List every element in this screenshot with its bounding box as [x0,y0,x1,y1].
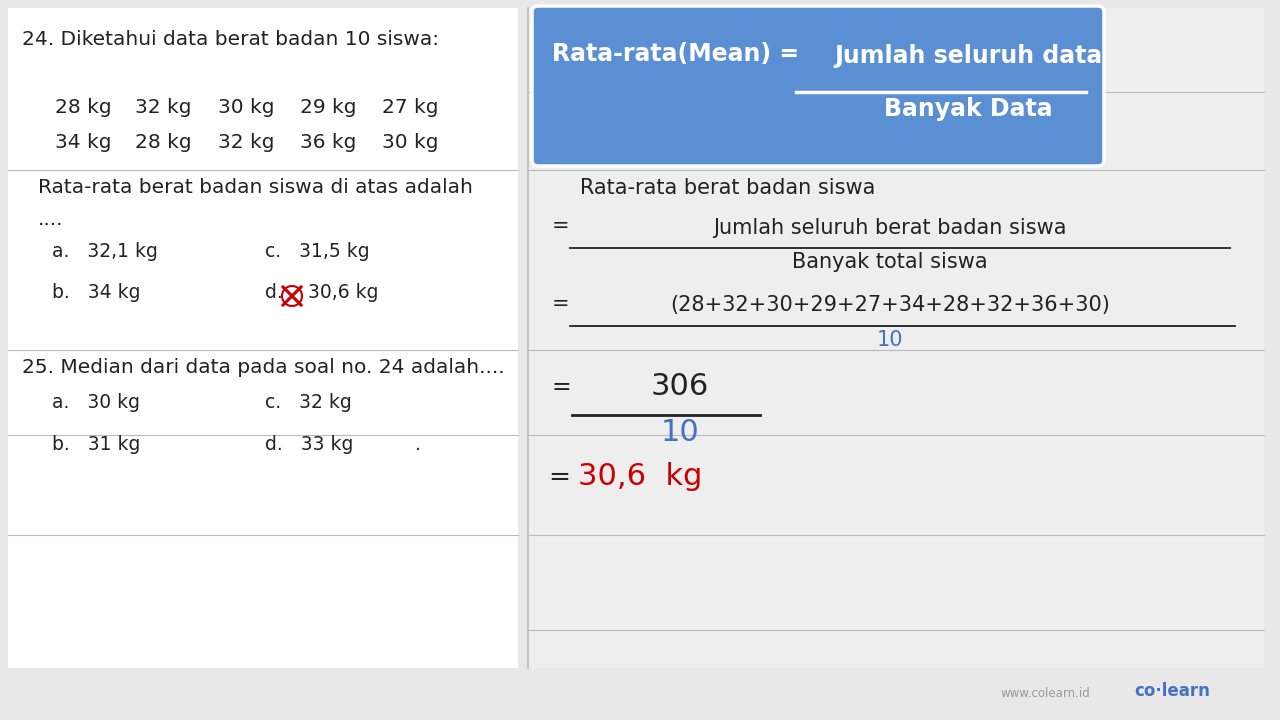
Text: .: . [415,435,421,454]
Text: b.   31 kg: b. 31 kg [52,435,141,454]
Text: ....: .... [38,210,64,229]
Text: 10: 10 [660,418,699,447]
Text: b.   34 kg: b. 34 kg [52,283,141,302]
Text: 28 kg: 28 kg [55,98,111,117]
Text: 34 kg: 34 kg [55,133,111,152]
FancyBboxPatch shape [529,8,1265,668]
Text: 30 kg: 30 kg [218,98,274,117]
Text: =: = [552,375,572,399]
Text: (28+32+30+29+27+34+28+32+36+30): (28+32+30+29+27+34+28+32+36+30) [669,295,1110,315]
FancyBboxPatch shape [532,6,1103,166]
Text: d.: d. [265,283,283,302]
Text: Jumlah seluruh data: Jumlah seluruh data [833,44,1102,68]
Text: c.   32 kg: c. 32 kg [265,393,352,412]
Text: Jumlah seluruh berat badan siswa: Jumlah seluruh berat badan siswa [713,218,1066,238]
Text: 30 kg: 30 kg [381,133,439,152]
Text: Rata-rata(Mean) =: Rata-rata(Mean) = [552,42,808,66]
Text: Banyak Data: Banyak Data [883,97,1052,121]
Text: 32 kg: 32 kg [134,98,192,117]
Text: =: = [552,216,570,236]
Text: 27 kg: 27 kg [381,98,439,117]
FancyBboxPatch shape [8,8,518,668]
Text: 30,6 kg: 30,6 kg [308,283,379,302]
Text: 29 kg: 29 kg [300,98,357,117]
Text: =: = [552,294,570,314]
Text: a.   30 kg: a. 30 kg [52,393,140,412]
Text: 10: 10 [877,330,904,350]
Text: 24. Diketahui data berat badan 10 siswa:: 24. Diketahui data berat badan 10 siswa: [22,30,439,49]
Text: 28 kg: 28 kg [134,133,192,152]
Text: d.   33 kg: d. 33 kg [265,435,353,454]
Text: 36 kg: 36 kg [300,133,356,152]
Text: 25. Median dari data pada soal no. 24 adalah....: 25. Median dari data pada soal no. 24 ad… [22,358,504,377]
Text: 30,6  kg: 30,6 kg [579,462,703,491]
Text: =: = [548,465,570,491]
Text: www.colearn.id: www.colearn.id [1000,687,1091,700]
Text: Banyak total siswa: Banyak total siswa [792,252,988,272]
Text: 32 kg: 32 kg [218,133,274,152]
Text: co·learn: co·learn [1134,682,1210,700]
Text: a.   32,1 kg: a. 32,1 kg [52,242,157,261]
Text: c.   31,5 kg: c. 31,5 kg [265,242,370,261]
Text: Rata-rata berat badan siswa: Rata-rata berat badan siswa [580,178,876,198]
Text: 306: 306 [650,372,709,401]
Text: Rata-rata berat badan siswa di atas adalah: Rata-rata berat badan siswa di atas adal… [38,178,472,197]
